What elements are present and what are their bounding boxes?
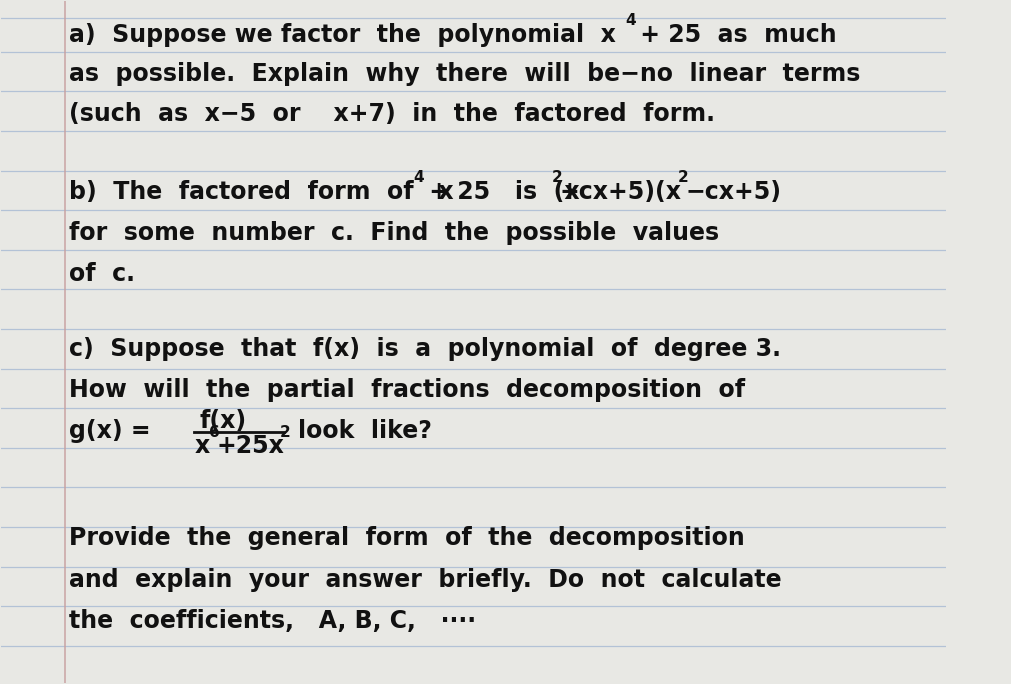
Text: −cx+5): −cx+5) xyxy=(685,180,782,204)
Text: + 25  as  much: + 25 as much xyxy=(632,23,837,47)
Text: b)  The  factored  form  of   x: b) The factored form of x xyxy=(69,180,453,204)
Text: a)  Suppose we factor  the  polynomial  x: a) Suppose we factor the polynomial x xyxy=(69,23,616,47)
Text: for  some  number  c.  Find  the  possible  values: for some number c. Find the possible val… xyxy=(69,221,719,245)
Text: look  like?: look like? xyxy=(298,419,433,443)
Text: 4: 4 xyxy=(413,170,425,185)
Text: 4: 4 xyxy=(626,13,636,28)
Text: + 25   is  (x: + 25 is (x xyxy=(422,180,580,204)
Text: 2: 2 xyxy=(280,425,290,440)
Text: +cx+5)(x: +cx+5)(x xyxy=(559,180,681,204)
Text: 6: 6 xyxy=(208,425,219,440)
Text: c)  Suppose  that  f(x)  is  a  polynomial  of  degree 3.: c) Suppose that f(x) is a polynomial of … xyxy=(69,337,780,361)
Text: x: x xyxy=(194,434,209,458)
Text: g(x) =: g(x) = xyxy=(69,419,151,443)
Text: 2: 2 xyxy=(552,170,562,185)
Text: f(x): f(x) xyxy=(199,408,247,432)
Text: and  explain  your  answer  briefly.  Do  not  calculate: and explain your answer briefly. Do not … xyxy=(69,568,782,592)
Text: +25x: +25x xyxy=(216,434,284,458)
Text: Provide  the  general  form  of  the  decomposition: Provide the general form of the decompos… xyxy=(69,526,744,550)
Text: as  possible.  Explain  why  there  will  be−no  linear  terms: as possible. Explain why there will be−n… xyxy=(69,62,860,86)
Text: (such  as  x−5  or    x+7)  in  the  factored  form.: (such as x−5 or x+7) in the factored for… xyxy=(69,102,715,126)
Text: 2: 2 xyxy=(677,170,688,185)
Text: of  c.: of c. xyxy=(69,262,134,286)
Text: the  coefficients,   A, B, C,   ····: the coefficients, A, B, C, ···· xyxy=(69,609,476,633)
Text: How  will  the  partial  fractions  decomposition  of: How will the partial fractions decomposi… xyxy=(69,378,745,402)
